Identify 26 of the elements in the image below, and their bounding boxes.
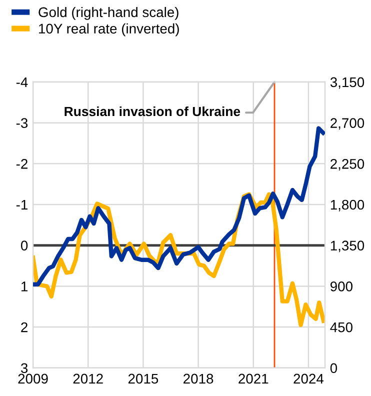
y2-tick-label: 900 xyxy=(330,282,352,292)
y2-tick-label: 2,700 xyxy=(330,118,364,130)
x-tick-label: 2021 xyxy=(238,374,268,384)
y2-tick-label: 2,250 xyxy=(330,158,364,170)
line-series xyxy=(33,126,325,286)
y-tick-label: 2 xyxy=(21,322,28,332)
y2-tick-label: 450 xyxy=(330,322,352,332)
ref-line-label: Russian invasion of Ukraine xyxy=(64,106,240,116)
y-tick-label: 3 xyxy=(20,363,28,374)
y2-tick-label: 0 xyxy=(330,363,338,374)
legend-label: Gold (right-hand scale) xyxy=(38,6,178,20)
y-tick-label: -1 xyxy=(16,200,28,210)
y-tick-label: -3 xyxy=(16,118,28,128)
y2-tick-label: 1,350 xyxy=(330,240,364,252)
legend-label: 10Y real rate (inverted) xyxy=(39,23,179,36)
y2-tick-label: 1,800 xyxy=(330,200,364,212)
x-tick-label: 2012 xyxy=(73,374,103,384)
y-tick-label: -4 xyxy=(16,77,28,88)
y-tick-label: -2 xyxy=(16,158,28,169)
y2-tick-label: 3,150 xyxy=(330,77,364,89)
x-tick-label: 2009 xyxy=(18,374,48,384)
y-tick-label: 1 xyxy=(21,282,28,292)
x-tick-label: 2015 xyxy=(128,374,158,384)
x-tick-label: 2018 xyxy=(184,374,214,384)
y-tick-label: 0 xyxy=(20,240,28,251)
x-tick-label: 2024 xyxy=(294,374,324,384)
